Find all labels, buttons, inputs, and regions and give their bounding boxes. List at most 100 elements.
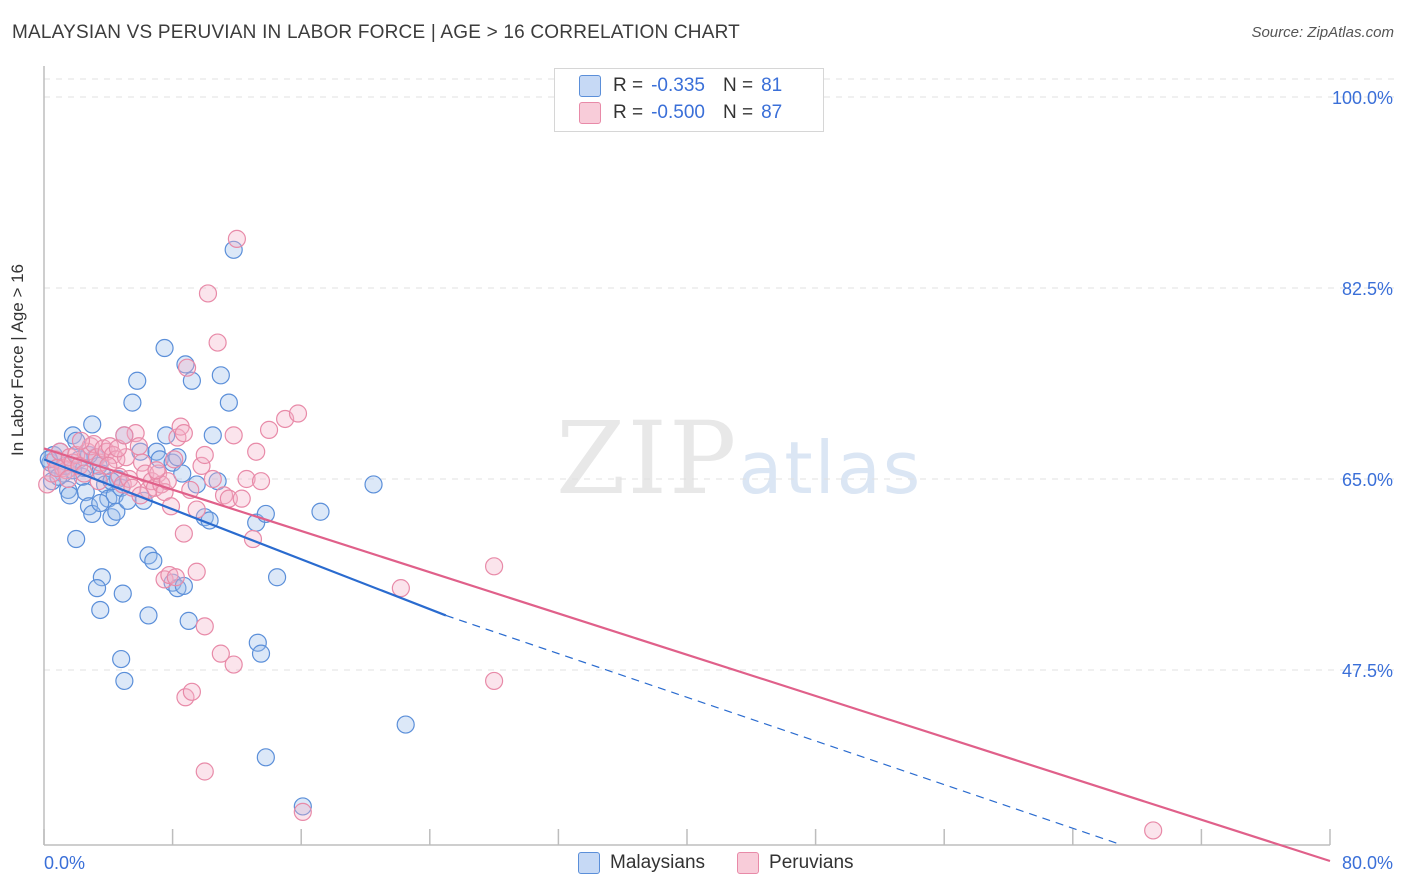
- peruvian-point: [259, 420, 279, 439]
- legend-item-malaysians[interactable]: Malaysians: [578, 852, 705, 874]
- x-tick-label: 80.0%: [1342, 853, 1393, 873]
- peruvian-point: [214, 486, 234, 505]
- malaysian-point: [224, 240, 243, 259]
- malaysian-point: [115, 671, 134, 691]
- malaysian-point: [92, 568, 111, 587]
- malaysian-point: [112, 649, 131, 669]
- peruvian-point: [211, 644, 230, 663]
- r-label: R =: [613, 75, 644, 96]
- peruvian-point: [166, 568, 185, 587]
- peruvian-point: [38, 475, 57, 494]
- malaysian-point: [396, 715, 415, 734]
- malaysian-point: [168, 448, 187, 467]
- peruvian-point: [1144, 821, 1163, 840]
- malaysian-point: [139, 546, 158, 565]
- malaysian-point: [139, 606, 158, 625]
- malaysian-point: [87, 579, 107, 598]
- peruvian-point: [115, 426, 134, 445]
- malaysian-point: [91, 600, 110, 620]
- watermark-zip: ZIP: [556, 400, 739, 517]
- legend-item-peruvians[interactable]: Peruvians: [737, 852, 854, 874]
- malaysian-point: [219, 393, 238, 412]
- trend-line-peruvians: [43, 447, 1331, 863]
- malaysian-point: [155, 338, 174, 358]
- peruvian-point: [251, 472, 271, 491]
- peruvian-point: [237, 469, 256, 489]
- peruvian-point: [59, 469, 78, 489]
- malaysian-point: [76, 482, 95, 502]
- trend-lines: [43, 447, 1331, 863]
- n-label: N =: [722, 102, 754, 123]
- peruvian-point: [227, 229, 246, 248]
- data-points: [38, 229, 1163, 840]
- peruvian-point: [71, 431, 91, 450]
- peruvian-point: [147, 461, 166, 480]
- malaysian-point: [267, 568, 287, 587]
- malaysian-point: [102, 508, 121, 527]
- peruvian-point: [195, 762, 214, 781]
- malaysian-point: [157, 426, 176, 445]
- legend-row-malaysians: R = -0.335 N = 81: [579, 74, 782, 98]
- peruvian-point: [232, 489, 251, 508]
- malaysian-point: [67, 529, 86, 549]
- peruvian-point: [293, 802, 312, 821]
- peruvian-point: [165, 450, 184, 469]
- peruvian-point: [182, 682, 201, 701]
- malaysian-point: [173, 464, 192, 483]
- legend-row-peruvians: R = -0.500 N = 87: [579, 101, 782, 125]
- y-tick-label: 47.5%: [1342, 661, 1393, 681]
- n-value: 81: [761, 75, 783, 96]
- malaysian-point: [107, 502, 126, 521]
- peruvian-point: [42, 464, 62, 483]
- malaysian-point: [251, 644, 271, 663]
- peruvian-point: [187, 562, 206, 581]
- malaysian-point: [91, 493, 110, 513]
- malaysian-point: [293, 797, 312, 816]
- malaysian-point: [128, 371, 147, 390]
- malaysian-point: [364, 475, 383, 494]
- peruvian-point: [198, 284, 218, 303]
- peruvian-point: [132, 453, 152, 472]
- watermark-atlas: atlas: [738, 426, 923, 510]
- peruvian-point: [203, 469, 222, 489]
- peruvian-point: [108, 439, 128, 458]
- peruvian-point: [192, 456, 211, 476]
- malaysian-point: [113, 584, 132, 603]
- n-label: N =: [722, 75, 754, 96]
- peruvian-point: [174, 424, 193, 443]
- malaysians-swatch: [578, 852, 600, 874]
- trend-line-malaysians: [43, 458, 447, 617]
- peruvian-point: [288, 404, 308, 423]
- r-label: R =: [613, 102, 644, 123]
- r-value: -0.335: [651, 75, 705, 96]
- peruvian-point: [195, 617, 214, 636]
- peruvian-point: [485, 671, 504, 691]
- legend-label-peruvians: Peruvians: [769, 852, 854, 873]
- peruvian-point: [54, 458, 73, 478]
- malaysian-point: [179, 611, 198, 630]
- peruvian-point: [174, 524, 193, 543]
- malaysian-point: [311, 502, 330, 521]
- gridlines: [44, 78, 1394, 671]
- axes: [43, 66, 1331, 846]
- n-value: 87: [761, 102, 783, 123]
- trend-line-malaysians-extension: [445, 614, 1122, 846]
- malaysian-point: [123, 393, 142, 412]
- peruvian-point: [195, 445, 214, 465]
- peruvian-point: [208, 333, 227, 352]
- peruvian-point: [391, 579, 410, 598]
- peruvians-swatch: [737, 852, 760, 874]
- stats-legend: R = -0.335 N = 81 R = -0.500 N = 87: [554, 68, 824, 132]
- peruvian-point: [177, 358, 197, 377]
- x-tick-label: 0.0%: [44, 853, 85, 873]
- y-tick-label: 65.0%: [1342, 470, 1393, 490]
- peruvian-point: [224, 426, 243, 445]
- malaysian-point: [203, 426, 222, 445]
- peruvian-point: [129, 437, 148, 456]
- malaysian-point: [60, 486, 79, 505]
- peruvian-point: [247, 442, 266, 461]
- peruvian-point: [75, 464, 94, 483]
- peruvian-point: [224, 655, 243, 674]
- peruvian-point: [485, 557, 504, 576]
